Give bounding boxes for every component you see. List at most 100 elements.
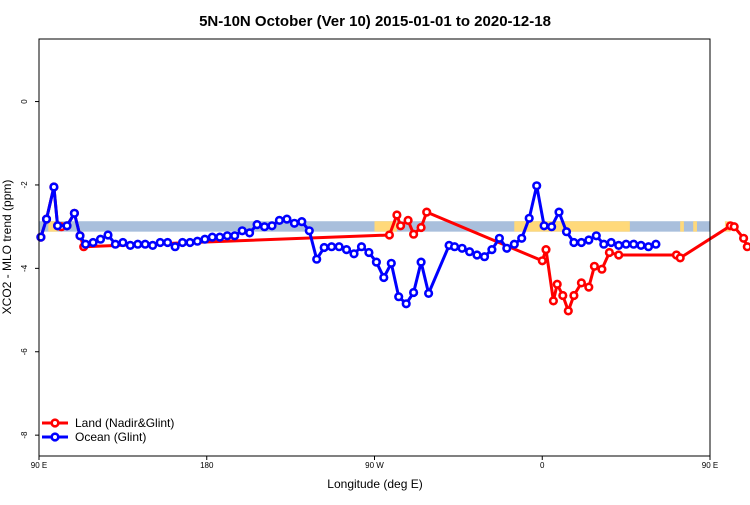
data-point [41,214,52,224]
data-point [282,214,292,224]
data-point [133,239,143,249]
data-point [125,240,135,250]
data-point [200,234,210,244]
data-point [621,239,631,249]
data-point [274,215,285,225]
data-point [479,252,490,262]
x-tick-label: 90 W [365,461,384,470]
data-point [163,237,173,248]
data-point [537,256,547,266]
band-land-segment [514,221,630,232]
data-point [297,217,307,227]
data-point [465,247,475,257]
data-point [636,240,646,250]
data-point [334,242,344,252]
legend-entry: Ocean (Glint) [42,430,146,444]
legend-label: Ocean (Glint) [75,430,146,444]
data-point [729,222,739,232]
data-point [245,228,255,238]
data-point [606,237,616,248]
data-point [170,242,180,252]
data-point [604,247,615,258]
data-point [532,181,542,191]
data-point [502,243,512,253]
data-point [319,242,329,253]
data-point [554,207,564,217]
data-point [675,253,685,263]
data-point [524,213,534,223]
y-tick-label: -4 [20,264,29,272]
y-axis-label: XCO2 - MLO trend (ppm) [0,180,14,315]
data-point [177,237,188,248]
legend-marker [50,432,60,442]
y-tick-label: 0 [20,99,29,104]
data-point [118,237,128,248]
data-point [457,243,467,253]
data-point [589,261,600,271]
legend-marker [50,418,60,428]
data-point [614,250,624,260]
x-tick-label: 0 [540,461,545,470]
data-point [49,182,59,192]
data-point [401,299,411,309]
data-point [487,245,497,255]
data-point [569,237,579,248]
data-point [230,231,240,241]
data-point [576,237,587,248]
data-point [517,233,527,243]
data-point [392,210,402,220]
data-point [563,306,573,316]
data-point [591,231,601,241]
series-layer [36,181,750,316]
data-point [364,247,374,258]
series-ocean [36,181,661,309]
data-point [148,240,158,250]
legend-entry: Land (Nadir&Glint) [42,416,174,430]
x-axis: 90 E 180 90 W 0 90 E [31,456,718,470]
legend-label: Land (Nadir&Glint) [75,416,174,430]
data-point [312,254,322,264]
data-point [494,233,505,243]
data-point [548,296,559,306]
band-land-segment [48,221,58,232]
x-axis-label: Longitude (deg E) [327,477,422,491]
legend: Land (Nadir&Glint)Ocean (Glint) [42,416,174,444]
data-point [509,239,519,249]
data-point [222,231,232,241]
data-point [651,239,661,249]
data-point [140,239,150,249]
data-point [267,221,277,231]
data-point [371,257,382,267]
data-point [552,279,562,289]
data-point [409,229,419,239]
data-point [327,242,337,252]
data-point [450,242,460,252]
data-point [546,222,557,232]
x-tick-label: 180 [200,461,214,470]
background-band [39,221,731,232]
y-axis: 0 -2 -4 -6 -8 [20,99,39,439]
data-point [643,242,654,252]
data-point [356,242,367,252]
data-point [386,258,396,268]
data-point [584,235,594,245]
data-point [95,234,106,244]
data-point [215,232,225,242]
data-point [62,221,72,231]
data-point [561,227,572,237]
data-point [69,208,79,218]
data-point [738,233,749,243]
data-point [409,287,419,298]
data-point [384,230,395,240]
data-point [558,290,568,301]
data-point [379,272,389,283]
data-point [349,249,359,259]
data-point [103,230,113,240]
data-point [207,232,217,242]
data-point [88,237,98,248]
data-point [185,237,195,248]
data-point [252,220,262,230]
data-point [569,290,579,301]
data-point [75,231,85,241]
